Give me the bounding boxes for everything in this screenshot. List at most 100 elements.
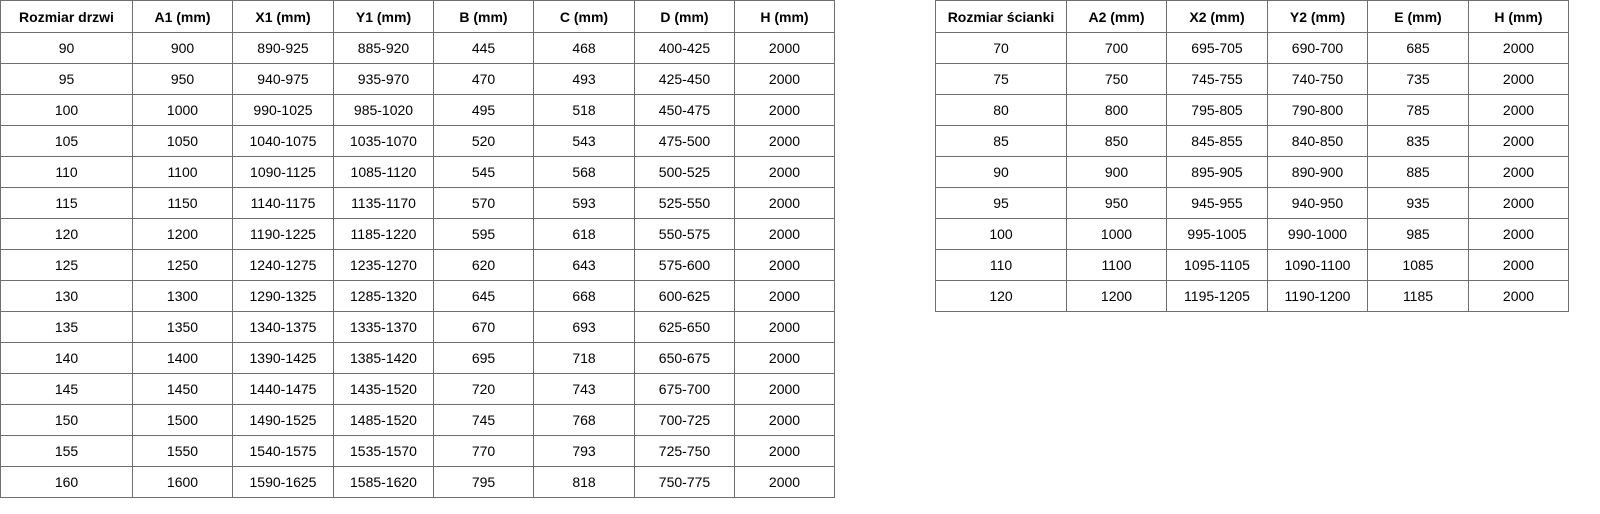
table-cell: 1000 [1066,218,1167,250]
table-cell: 1240-1275 [232,249,334,281]
table-row: 145 1450 1440-1475 1435-1520 720 743 675-700 20… [0,373,835,405]
table-cell: 1085 [1367,249,1469,281]
table-cell: 1600 [132,466,233,498]
table-cell: 425-450 [634,63,735,95]
table-cell: 985-1020 [333,94,434,126]
table-cell: 400-425 [634,32,735,64]
table-cell: 1185-1220 [333,218,434,250]
table-cell: 900 [1066,156,1167,188]
table-cell: 593 [533,187,635,219]
table-header: Rozmiar drzwi A1 (mm) X1 (mm) Y1 (mm) B (mm)… [0,0,835,33]
table-cell: 1485-1520 [333,404,434,436]
table-cell: 568 [533,156,635,188]
table-cell: 1090-1125 [232,156,334,188]
table-cell: 620 [433,249,534,281]
table-cell: 2000 [1468,218,1569,250]
table-cell: 570 [433,187,534,219]
table-row: 75 750 745-755 740-750 735 2000 [935,63,1569,95]
table-cell: 2000 [734,404,835,436]
header-row: Rozmiar drzwi A1 (mm) X1 (mm) Y1 (mm) B (mm)… [0,0,835,33]
table-cell: 2000 [734,466,835,498]
table-cell: 990-1025 [232,94,334,126]
table-body: 90 900 890-925 885-920 445 468 400-425 2000 95 95… [0,32,835,498]
table-cell: 1490-1525 [232,404,334,436]
table-row: 85 850 845-855 840-850 835 2000 [935,125,1569,157]
table-cell: 1050 [132,125,233,157]
table-cell: 2000 [1468,32,1569,64]
table-cell: 2000 [734,218,835,250]
table-cell: 1550 [132,435,233,467]
table-row: 95 950 940-975 935-970 470 493 425-450 2000 [0,63,835,95]
table-row: 135 1350 1340-1375 1335-1370 670 693 625-650 20… [0,311,835,343]
column-header: E (mm) [1367,0,1469,33]
table-cell: 1435-1520 [333,373,434,405]
table-cell: 1235-1270 [333,249,434,281]
column-header: X1 (mm) [232,0,334,33]
table-row: 70 700 695-705 690-700 685 2000 [935,32,1569,64]
table-cell: 1140-1175 [232,187,334,219]
column-header: C (mm) [533,0,635,33]
column-header: Y2 (mm) [1267,0,1368,33]
table-row: 110 1100 1090-1125 1085-1120 545 568 500-525 20… [0,156,835,188]
table-cell: 740-750 [1267,63,1368,95]
column-header: X2 (mm) [1166,0,1268,33]
table-row: 90 900 890-925 885-920 445 468 400-425 2000 [0,32,835,64]
table-cell: 1040-1075 [232,125,334,157]
column-header: D (mm) [634,0,735,33]
table-cell: 945-955 [1166,187,1268,219]
table-cell: 1190-1200 [1267,280,1368,312]
table-cell: 575-600 [634,249,735,281]
table-cell: 120 [935,280,1067,312]
table-cell: 1100 [132,156,233,188]
table-cell: 735 [1367,63,1469,95]
table-cell: 85 [935,125,1067,157]
table-row: 95 950 945-955 940-950 935 2000 [935,187,1569,219]
table-cell: 840-850 [1267,125,1368,157]
table-cell: 1200 [132,218,233,250]
table-cell: 890-900 [1267,156,1368,188]
table-cell: 75 [935,63,1067,95]
table-cell: 2000 [734,342,835,374]
table-row: 110 1100 1095-1105 1090-1100 1085 2000 [935,249,1569,281]
table-cell: 668 [533,280,635,312]
table-row: 100 1000 995-1005 990-1000 985 2000 [935,218,1569,250]
table-cell: 720 [433,373,534,405]
table-cell: 1540-1575 [232,435,334,467]
table-cell: 2000 [1468,156,1569,188]
table-cell: 2000 [1468,63,1569,95]
table-cell: 2000 [734,94,835,126]
table-cell: 595 [433,218,534,250]
table-cell: 1585-1620 [333,466,434,498]
table-cell: 625-650 [634,311,735,343]
table-cell: 990-1000 [1267,218,1368,250]
table-cell: 95 [0,63,133,95]
table-cell: 135 [0,311,133,343]
table-cell: 450-475 [634,94,735,126]
table-cell: 550-575 [634,218,735,250]
table-cell: 2000 [1468,94,1569,126]
table-cell: 793 [533,435,635,467]
table-cell: 80 [935,94,1067,126]
table-cell: 520 [433,125,534,157]
table-cell: 145 [0,373,133,405]
table-cell: 950 [132,63,233,95]
table-cell: 525-550 [634,187,735,219]
table-cell: 2000 [734,32,835,64]
table-cell: 100 [0,94,133,126]
table-cell: 1340-1375 [232,311,334,343]
table-cell: 885 [1367,156,1469,188]
table-cell: 1285-1320 [333,280,434,312]
table-cell: 1350 [132,311,233,343]
table-cell: 685 [1367,32,1469,64]
table-cell: 130 [0,280,133,312]
table-cell: 618 [533,218,635,250]
table-cell: 600-625 [634,280,735,312]
table-row: 120 1200 1195-1205 1190-1200 1185 2000 [935,280,1569,312]
table-cell: 1450 [132,373,233,405]
column-header: A2 (mm) [1066,0,1167,33]
table-cell: 1185 [1367,280,1469,312]
table-cell: 2000 [734,156,835,188]
table-row: 155 1550 1540-1575 1535-1570 770 793 725-750 20… [0,435,835,467]
table-row: 125 1250 1240-1275 1235-1270 620 643 575-600 20… [0,249,835,281]
table-cell: 1035-1070 [333,125,434,157]
